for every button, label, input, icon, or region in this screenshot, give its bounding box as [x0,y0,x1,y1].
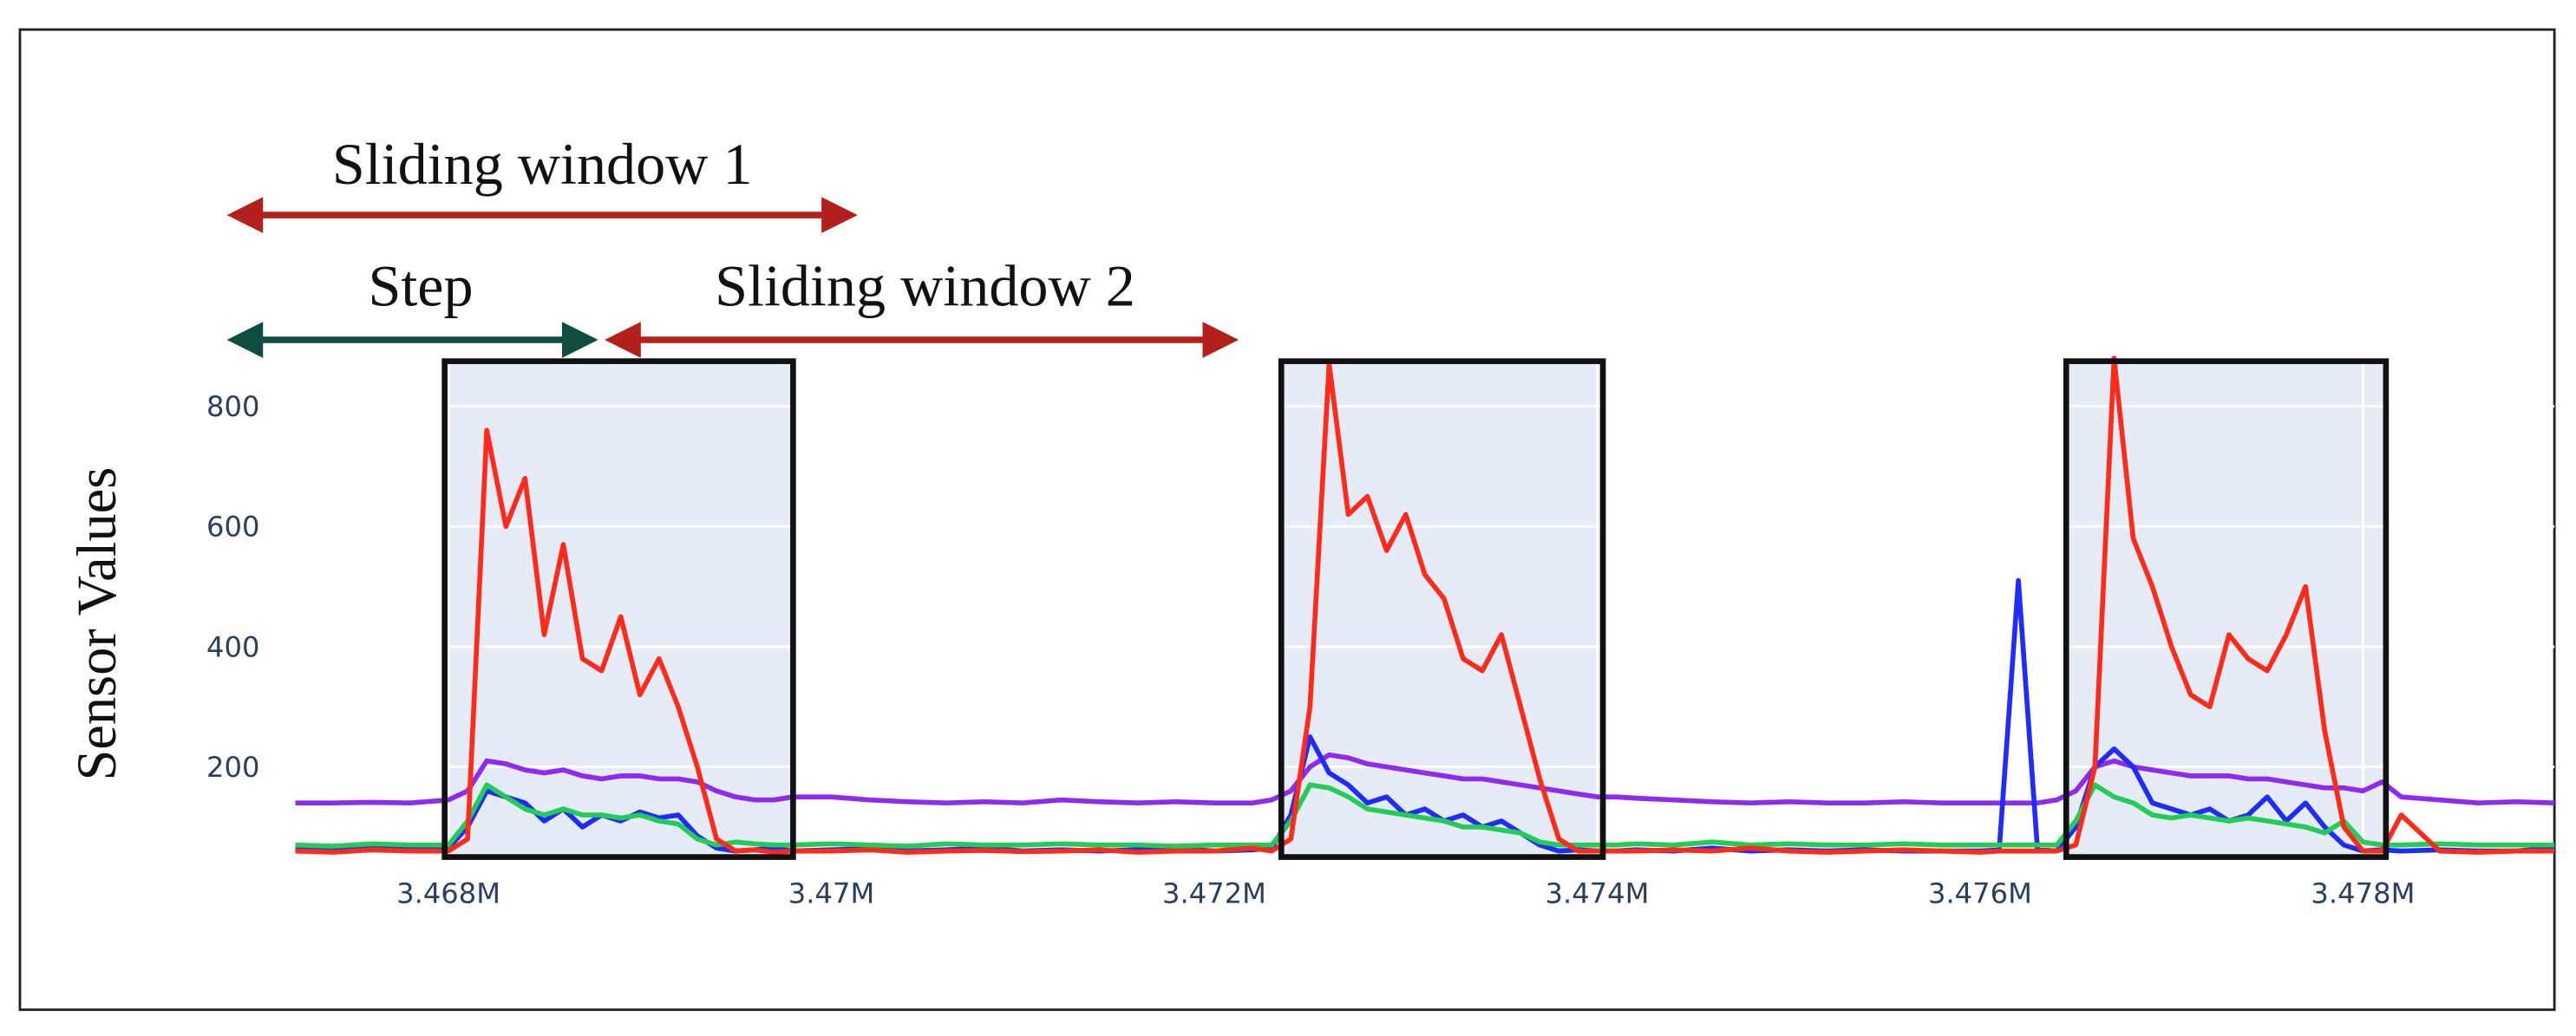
window-box [441,358,796,860]
y-tick-label: 800 [206,390,259,423]
annotation: Sliding window 1 [332,131,753,197]
arrows [226,197,1239,358]
series-line [295,782,2555,849]
annotation: Sliding window 2 [715,252,1135,318]
x-tick-label: 3.474M [1546,877,1650,910]
x-tick-label: 3.478M [2311,877,2415,910]
x-tick-label: 3.47M [788,877,874,910]
plot-area: 200 400 600 800 3.468M 3.47M 3.472M 3.474M 3.476… [206,355,2555,910]
series-line [295,752,2555,806]
arrow-head [226,322,264,358]
annotation: Step [368,252,473,318]
y-axis-title: Sensor Values [66,467,127,781]
shaded-region [2066,361,2386,857]
arrow-head [1202,322,1239,358]
x-tick-label: 3.468M [396,877,500,910]
y-tick-label: 200 [206,751,259,784]
shaded-region [444,361,794,857]
window-box [1278,358,1606,860]
arrow-head [821,197,858,233]
y-tick-label: 400 [206,630,259,663]
x-tick-label: 3.472M [1162,877,1266,910]
arrow-head [605,322,641,358]
arrow-head [226,197,264,233]
shaded-region [1281,361,1604,857]
y-tick-label: 600 [206,511,259,544]
series-line [295,355,2555,855]
x-tick-label: 3.476M [1928,877,2032,910]
arrow-head [561,322,598,358]
window-box [2063,358,2390,860]
